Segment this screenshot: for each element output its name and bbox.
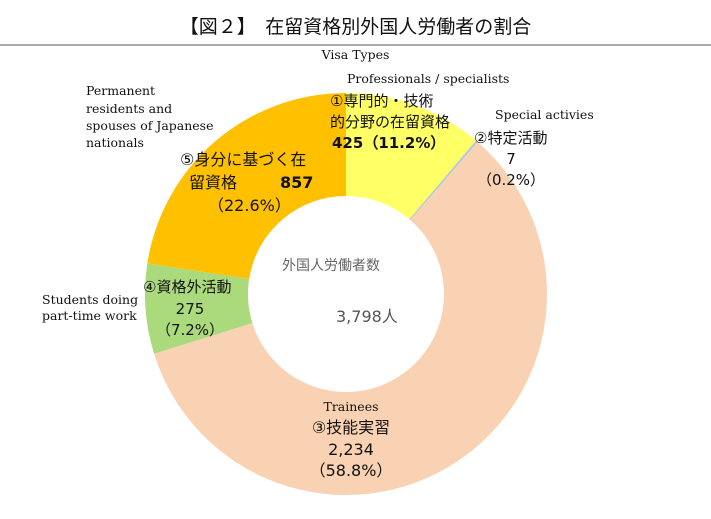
donut-slice-2 [409, 140, 478, 220]
slice-3-english: Trainees [323, 399, 379, 414]
slice-3-value: 2,234 [328, 440, 374, 459]
slice-5-percent: （22.6%） [208, 196, 291, 215]
slice-5-english-c: spouses of Japanese [86, 118, 214, 133]
slice-1-percent: （11.2%） [363, 134, 446, 152]
slice-5-english-d: nationals [86, 135, 144, 150]
donut-slice-3 [154, 142, 548, 496]
slice-1-value: 425 [332, 134, 364, 152]
donut-slice-1 [346, 93, 476, 220]
slice-3-percent: （58.8%） [309, 461, 393, 480]
slice-4-english-a: Students doing [42, 292, 139, 307]
slice-2-english: Special activies [495, 107, 594, 122]
chart-title: 【図２】 在留資格別外国人労働者の割合 [179, 16, 532, 38]
slice-4-value: 275 [175, 300, 205, 318]
slice-1-label-a: ①専門的・技術 [330, 92, 434, 110]
slice-2-value: 7 [506, 150, 516, 168]
donut-slice-5 [147, 93, 346, 280]
chart-subtitle: Visa Types [321, 47, 390, 62]
slice-2-name: ②特定活動 [474, 129, 548, 147]
slice-5-english-a: Permanent [86, 83, 156, 98]
slice-4-percent: （7.2%） [155, 321, 225, 339]
slice-5-label-b: 留資格 [189, 173, 238, 192]
center-label: 外国人労働者数 [282, 258, 380, 274]
center-value: 3,798人 [336, 307, 398, 326]
slice-5-value: 857 [280, 173, 314, 192]
slice-1-label-b: 的分野の在留資格 [330, 113, 451, 131]
slice-5-label-a: ⑤身分に基づく在 [180, 150, 307, 169]
slice-4-name: ④資格外活動 [143, 278, 232, 296]
title-divider [0, 44, 711, 46]
slice-4-english-b: part-time work [42, 308, 137, 323]
slice-1-english: Professionals / specialists [347, 71, 510, 86]
slice-3-name: ③技能実習 [311, 418, 391, 437]
slice-5-english-b: residents and [86, 101, 173, 116]
donut-slice-4 [145, 263, 253, 354]
slice-2-percent: （0.2%） [476, 171, 546, 189]
